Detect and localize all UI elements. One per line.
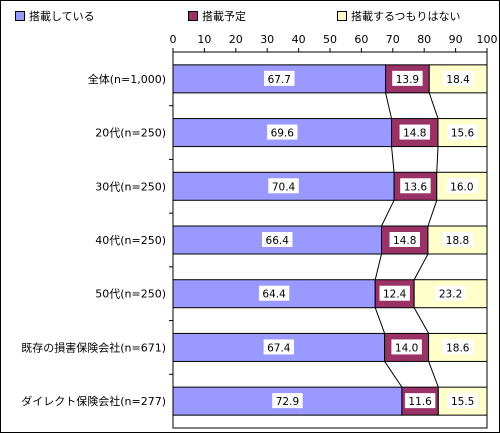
data-label-bg (263, 339, 295, 355)
x-tick-label: 30 (260, 33, 274, 46)
x-tick-label: 10 (197, 33, 211, 46)
data-label: 13.9 (396, 74, 419, 86)
data-label-bg (258, 285, 290, 301)
data-label: 23.2 (439, 289, 462, 301)
data-label-bg (442, 339, 473, 355)
data-label-bg (379, 285, 410, 301)
legend-swatch-planned (188, 11, 198, 21)
series-line (385, 92, 393, 119)
data-label-bg (399, 124, 430, 140)
data-label: 70.4 (272, 181, 296, 193)
data-label: 18.6 (446, 342, 470, 354)
data-label-bg (435, 285, 466, 301)
data-label: 11.6 (408, 396, 432, 408)
data-label: 18.8 (446, 235, 469, 247)
legend-label-planned: 搭載予定 (202, 10, 246, 23)
data-label: 67.4 (267, 342, 291, 354)
data-label-bg (447, 124, 478, 140)
x-tick-label: 70 (386, 33, 400, 46)
legend: 搭載している 搭載予定 搭載するつもりはない (7, 8, 493, 26)
legend-item-no-plan: 搭載するつもりはない (337, 8, 461, 24)
x-tick-label: 90 (449, 33, 463, 46)
series-line (428, 92, 439, 119)
data-label-bg (389, 232, 420, 247)
data-label-bg (267, 124, 298, 140)
category-label: 50代(n=250) (95, 288, 166, 301)
data-label-bg (392, 70, 423, 86)
series-line (374, 253, 382, 280)
data-label: 14.8 (393, 235, 416, 247)
series-line (381, 200, 395, 227)
category-label: 全体(n=1,000) (88, 72, 166, 86)
x-tick-label: 60 (354, 33, 368, 46)
x-tick-label: 80 (417, 33, 431, 46)
x-tick-label: 50 (323, 33, 337, 46)
x-tick-label: 40 (292, 33, 306, 46)
legend-swatch-no-plan (337, 11, 347, 21)
x-tick-label: 20 (229, 33, 243, 46)
data-label: 14.0 (395, 342, 418, 354)
data-label: 15.5 (451, 396, 474, 408)
series-line (413, 253, 429, 280)
data-label: 15.6 (451, 128, 475, 140)
data-label: 14.8 (403, 128, 426, 140)
data-label-bg (268, 178, 299, 194)
data-label-bg (404, 393, 436, 409)
legend-label-installed: 搭載している (29, 10, 95, 23)
bar-segment (172, 64, 387, 94)
data-label-bg (442, 70, 474, 86)
data-label-bg (442, 232, 473, 247)
legend-item-installed: 搭載している (15, 8, 95, 24)
series-line (374, 307, 386, 334)
data-label: 13.6 (404, 181, 428, 193)
series-line (384, 361, 403, 388)
series-line (428, 361, 439, 388)
data-label-bg (400, 178, 431, 194)
category-label: 既存の損害保険会社(n=671) (21, 340, 166, 354)
data-label: 67.7 (268, 74, 291, 86)
legend-item-planned: 搭載予定 (188, 8, 246, 24)
series-line (391, 146, 395, 173)
data-label: 66.4 (266, 235, 290, 247)
data-label: 12.4 (383, 289, 407, 301)
data-label-bg (447, 393, 478, 409)
legend-label-no-plan: 搭載するつもりはない (351, 10, 461, 23)
data-label: 72.9 (276, 396, 299, 408)
data-label-bg (264, 70, 295, 86)
x-tick-label: 100 (477, 33, 498, 46)
data-label: 64.4 (262, 289, 286, 301)
series-line (413, 307, 430, 334)
legend-swatch-installed (15, 11, 25, 21)
category-label: 20代(n=250) (95, 127, 166, 140)
data-label-bg (272, 393, 303, 409)
x-tick-label: 0 (170, 33, 177, 46)
data-label: 18.4 (446, 74, 470, 86)
series-line (436, 146, 439, 173)
data-label-bg (391, 339, 422, 355)
category-label: 30代(n=250) (95, 180, 166, 193)
series-line (427, 200, 438, 227)
data-label: 16.0 (450, 181, 473, 193)
data-label-bg (446, 178, 478, 194)
category-label: ダイレクト保険会社(n=277) (21, 394, 166, 408)
data-label-bg (262, 232, 293, 247)
category-label: 40代(n=250) (95, 234, 166, 247)
data-label: 69.6 (271, 128, 295, 140)
